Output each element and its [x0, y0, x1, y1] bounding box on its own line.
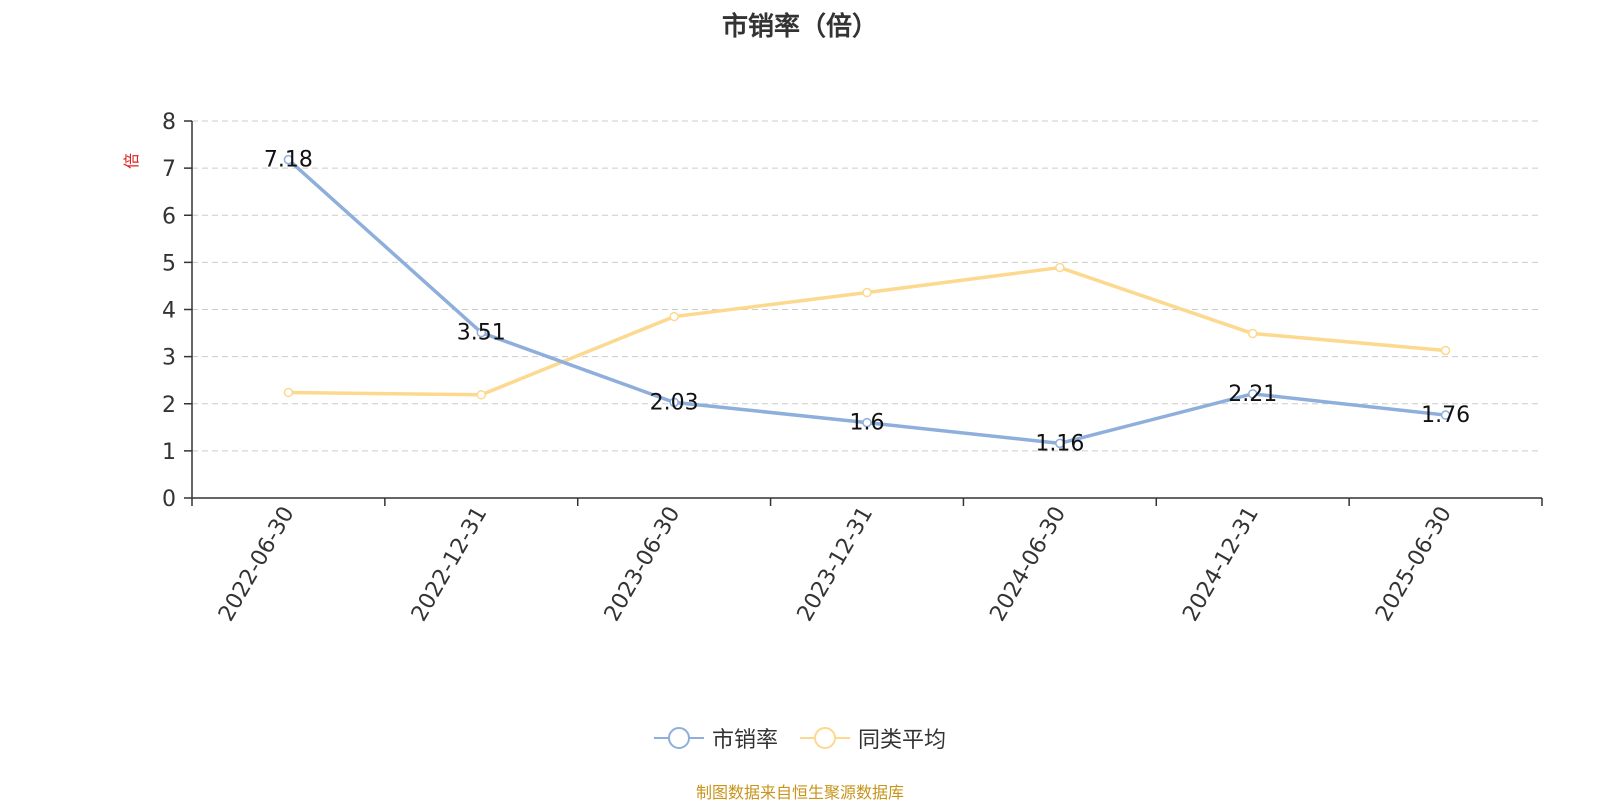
legend-line-circle-icon [800, 727, 850, 749]
x-tick-label: 2022-06-30 [214, 503, 300, 626]
data-point [1440, 345, 1451, 356]
data-label: 1.16 [1035, 431, 1084, 456]
x-tick-label: 2024-12-31 [1178, 503, 1264, 626]
data-point [669, 311, 679, 322]
data-point [476, 390, 487, 400]
data-point [669, 397, 679, 408]
data-label: 7.18 [264, 148, 313, 173]
data-label: 2.03 [650, 390, 699, 415]
x-tick-label: 2023-12-31 [793, 503, 879, 626]
data-label: 1.6 [850, 411, 885, 436]
legend-swatch-circle [814, 727, 836, 749]
y-axis-label: 倍 [122, 153, 141, 169]
source-note: 制图数据来自恒生聚源数据库 [695, 783, 904, 800]
y-tick-label: 4 [162, 299, 176, 324]
y-tick-label: 7 [162, 157, 176, 182]
x-tick-label: 2024-06-30 [985, 503, 1071, 626]
y-tick-label: 8 [162, 110, 176, 135]
y-tick-label: 3 [162, 346, 176, 371]
data-point [283, 154, 294, 165]
x-tick-label: 2023-06-30 [600, 503, 686, 626]
data-point [862, 287, 872, 298]
data-point [862, 417, 872, 428]
data-point [1440, 410, 1451, 420]
y-tick-label: 0 [162, 487, 176, 512]
legend-item-pe-ratio[interactable]: 市销率 [653, 722, 778, 754]
data-point [1055, 438, 1065, 449]
chart-title: 市销率（倍） [721, 12, 878, 42]
legend: 市销率 同类平均 [0, 722, 1600, 754]
data-label: 3.51 [457, 321, 506, 346]
legend-label: 市销率 [711, 728, 778, 753]
legend-label: 同类平均 [858, 728, 947, 753]
y-tick-label: 2 [162, 393, 176, 418]
data-point [476, 327, 487, 338]
x-tick-label: 2022-12-31 [407, 503, 493, 626]
y-tick-label: 6 [162, 204, 176, 229]
data-point [1247, 389, 1258, 399]
x-tick-label: 2025-06-30 [1371, 503, 1457, 626]
legend-line-circle-icon [653, 727, 704, 749]
data-point [283, 387, 294, 398]
data-label: 2.21 [1228, 382, 1277, 407]
legend-item-peer-average[interactable]: 同类平均 [800, 722, 946, 754]
data-point [1055, 262, 1065, 273]
legend-swatch-circle [667, 727, 690, 749]
y-tick-label: 1 [162, 440, 176, 465]
data-point [1247, 328, 1258, 339]
data-label: 1.76 [1421, 403, 1470, 428]
y-tick-label: 5 [162, 251, 176, 276]
